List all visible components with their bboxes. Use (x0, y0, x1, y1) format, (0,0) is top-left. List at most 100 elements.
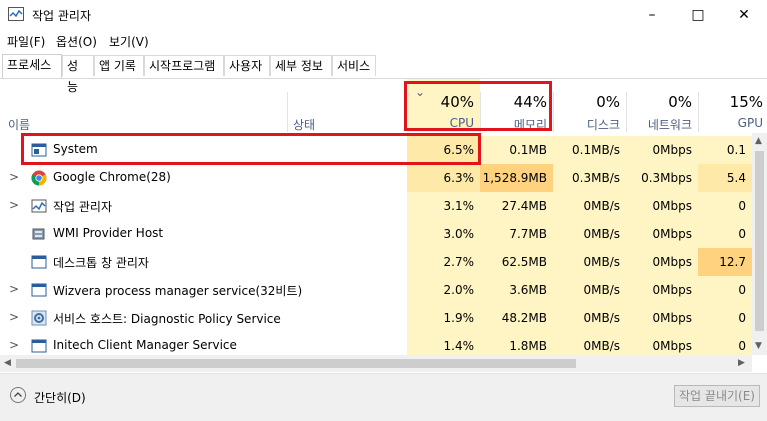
process-cpu: 6.5% (407, 136, 480, 164)
fewer-details-link[interactable]: 간단히(D) (34, 391, 86, 405)
process-network: 0Mbps (626, 276, 698, 304)
horizontal-scrollbar[interactable]: ◀ ▶ (0, 355, 752, 372)
expand-chevron-icon[interactable]: > (9, 338, 20, 352)
scroll-left-arrow-icon[interactable]: ◀ (4, 358, 11, 368)
title-bar: 작업 관리자 – □ ✕ (0, 0, 767, 30)
process-cpu: 2.0% (407, 276, 480, 304)
expand-chevron-icon[interactable]: > (9, 310, 20, 324)
column-divider (698, 92, 699, 132)
tab-users[interactable]: 사용자 (224, 55, 270, 76)
process-gpu: 0 (698, 332, 752, 355)
process-name: WMI Provider Host (53, 226, 164, 240)
process-network: 0Mbps (626, 248, 698, 276)
column-divider (553, 92, 554, 132)
column-divider (626, 92, 627, 132)
process-disk: 0MB/s (553, 220, 626, 248)
process-network: 0Mbps (626, 192, 698, 220)
process-memory: 3.6MB (480, 276, 553, 304)
process-name: 서비스 호스트: Diagnostic Policy Service (53, 312, 281, 326)
column-header-disk[interactable]: 0% 디스크 (553, 79, 626, 132)
process-memory: 27.4MB (480, 192, 553, 220)
scroll-up-arrow-icon[interactable]: ▲ (755, 136, 762, 146)
expand-chevron-icon[interactable]: > (9, 170, 20, 184)
window-icon (31, 255, 47, 269)
vertical-scrollbar[interactable]: ▲ ▼ (752, 133, 767, 355)
task-manager-app-icon (8, 7, 24, 21)
end-task-button[interactable]: 작업 끝내기(E) (674, 385, 760, 407)
process-disk: 0MB/s (553, 332, 626, 355)
process-name: Initech Client Manager Service (53, 338, 237, 352)
gpu-label: GPU (737, 116, 763, 130)
process-gpu: 0 (698, 276, 752, 304)
process-row-wizvera[interactable]: > Wizvera process manager service(32비트) … (0, 276, 767, 304)
process-memory: 62.5MB (480, 248, 553, 276)
process-network: 0Mbps (626, 304, 698, 332)
scroll-down-arrow-icon[interactable]: ▼ (755, 341, 762, 351)
process-name: System (53, 142, 98, 156)
tab-app-history[interactable]: 앱 기록 (94, 55, 144, 76)
tab-processes[interactable]: 프로세스 (2, 54, 62, 78)
column-header-cpu[interactable]: ⌄ 40% CPU (407, 79, 480, 132)
gear-icon (31, 310, 47, 326)
expand-chevron-icon[interactable]: > (9, 282, 20, 296)
wmi-icon (32, 228, 45, 240)
process-memory: 0.1MB (480, 136, 553, 164)
minimize-button[interactable]: – (648, 7, 656, 23)
sort-chevron-down-icon: ⌄ (415, 85, 426, 99)
process-name: 데스크톱 창 관리자 (53, 256, 149, 270)
column-header-name[interactable]: 이름 (8, 118, 31, 132)
gpu-total-percent: 15% (729, 93, 763, 111)
tab-services[interactable]: 서비스 (332, 55, 376, 76)
disk-total-percent: 0% (596, 93, 620, 111)
process-network: 0Mbps (626, 136, 698, 164)
process-network: 0.3Mbps (626, 164, 698, 192)
menu-view[interactable]: 보기(V) (109, 35, 149, 49)
column-header-status[interactable]: 상태 (293, 118, 316, 132)
process-cpu: 1.9% (407, 304, 480, 332)
process-row-task-manager[interactable]: > 작업 관리자 3.1% 27.4MB 0MB/s 0Mbps 0 (0, 192, 767, 220)
maximize-button[interactable]: □ (691, 7, 705, 23)
process-row-chrome[interactable]: > Google Chrome(28) 6.3% 1,528.9MB 0.3MB… (0, 164, 767, 192)
process-name: Wizvera process manager service(32비트) (53, 284, 303, 298)
window-icon (31, 283, 47, 297)
process-disk: 0MB/s (553, 192, 626, 220)
process-row-wmi[interactable]: WMI Provider Host 3.0% 7.7MB 0MB/s 0Mbps… (0, 220, 767, 248)
process-network: 0Mbps (626, 220, 698, 248)
vertical-scroll-thumb[interactable] (755, 151, 764, 331)
process-row-dwm[interactable]: 데스크톱 창 관리자 2.7% 62.5MB 0MB/s 0Mbps 12.7 (0, 248, 767, 276)
process-memory: 7.7MB (480, 220, 553, 248)
collapse-chevron-up-icon[interactable] (10, 387, 26, 403)
menu-file[interactable]: 파일(F) (7, 35, 46, 49)
tab-strip: 프로세스 성능 앱 기록 시작프로그램 사용자 세부 정보 서비스 (0, 54, 767, 94)
expand-chevron-icon[interactable]: > (9, 198, 20, 212)
process-disk: 0MB/s (553, 304, 626, 332)
tab-details[interactable]: 세부 정보 (270, 55, 332, 76)
scroll-right-arrow-icon[interactable]: ▶ (738, 358, 745, 368)
process-row-initech[interactable]: > Initech Client Manager Service 1.4% 1.… (0, 332, 767, 355)
process-cpu: 1.4% (407, 332, 480, 355)
process-memory: 1.8MB (480, 332, 553, 355)
tab-startup[interactable]: 시작프로그램 (144, 55, 224, 76)
process-disk: 0MB/s (553, 248, 626, 276)
network-label: 네트워크 (647, 118, 692, 132)
process-memory: 48.2MB (480, 304, 553, 332)
memory-label: 메모리 (513, 118, 547, 132)
column-header-memory[interactable]: 44% 메모리 (480, 79, 553, 132)
process-gpu: 5.4 (698, 164, 752, 192)
column-header-gpu[interactable]: 15% GPU (698, 79, 767, 132)
process-gpu: 12.7 (698, 248, 752, 276)
process-cpu: 3.0% (407, 220, 480, 248)
process-row-system[interactable]: System 6.5% 0.1MB 0.1MB/s 0Mbps 0.1 (0, 136, 767, 164)
column-divider (287, 92, 288, 132)
process-cpu: 2.7% (407, 248, 480, 276)
cpu-total-percent: 40% (440, 93, 474, 111)
column-header-network[interactable]: 0% 네트워크 (626, 79, 698, 132)
process-row-diag-policy[interactable]: > 서비스 호스트: Diagnostic Policy Service 1.9… (0, 304, 767, 332)
disk-label: 디스크 (586, 118, 620, 132)
process-gpu: 0.1 (698, 136, 752, 164)
menu-options[interactable]: 옵션(O) (56, 35, 97, 49)
close-button[interactable]: ✕ (738, 7, 750, 23)
tab-performance[interactable]: 성능 (62, 55, 94, 94)
horizontal-scroll-thumb[interactable] (16, 359, 576, 368)
process-disk: 0.3MB/s (553, 164, 626, 192)
